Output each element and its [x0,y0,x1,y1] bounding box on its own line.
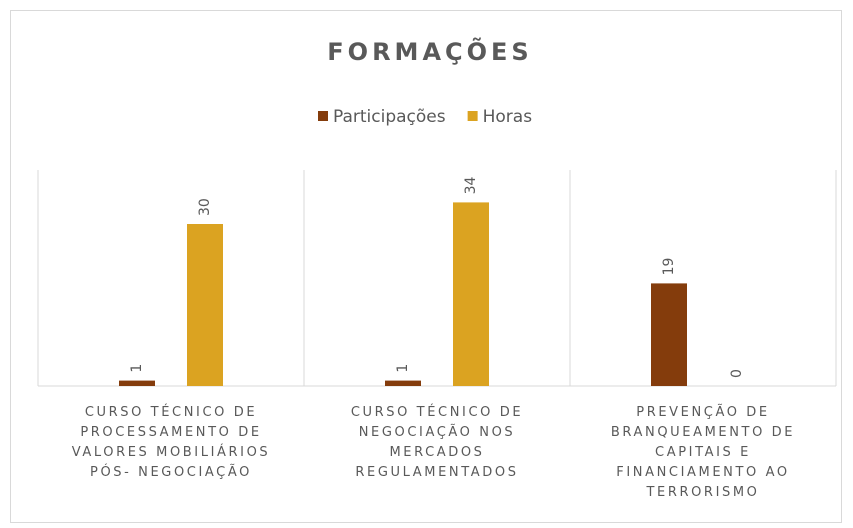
x-tick-label: CURSO TÉCNICO DE NEGOCIAÇÃO NOS MERCADOS RE… [351,404,523,480]
bar [187,224,223,386]
data-label: 34 [463,176,479,194]
legend-label: Horas [483,107,533,127]
chart-border [10,10,842,523]
data-label: 30 [197,198,213,216]
chart-title: FORMAÇÕES [327,36,532,66]
data-label: 1 [129,364,145,373]
bar [119,380,155,386]
x-tick-label: PREVENÇÃO DE BRANQUEAMENTO DE CAPITAIS E FI… [611,404,795,500]
data-label: 19 [661,258,677,276]
data-label: 1 [395,364,411,373]
data-label: 0 [729,369,745,378]
bar [453,202,489,386]
legend-swatch [467,111,478,121]
bar [385,380,421,386]
legend-swatch [318,111,328,121]
legend-label: Participações [333,107,446,127]
x-tick-label: CURSO TÉCNICO DE PROCESSAMENTO DE VALORES … [72,404,271,480]
bar [651,283,687,386]
